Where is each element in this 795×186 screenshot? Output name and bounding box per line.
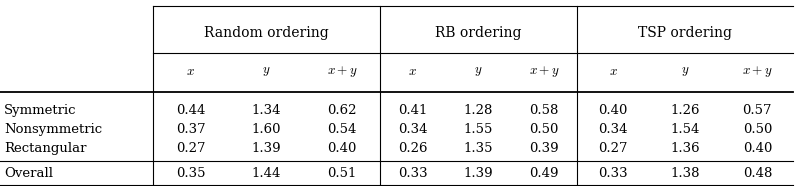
- Text: 1.55: 1.55: [464, 123, 493, 136]
- Text: 1.28: 1.28: [464, 104, 493, 117]
- Text: 1.38: 1.38: [670, 167, 700, 180]
- Text: 0.41: 0.41: [398, 104, 428, 117]
- Text: $x$: $x$: [609, 65, 618, 78]
- Text: Overall: Overall: [4, 167, 53, 180]
- Text: Symmetric: Symmetric: [4, 104, 76, 117]
- Text: 0.27: 0.27: [176, 142, 205, 155]
- Text: 1.34: 1.34: [251, 104, 281, 117]
- Text: 0.44: 0.44: [176, 104, 205, 117]
- Text: 1.35: 1.35: [463, 142, 494, 155]
- Text: 0.35: 0.35: [176, 167, 205, 180]
- Text: 0.62: 0.62: [328, 104, 357, 117]
- Text: 0.54: 0.54: [328, 123, 357, 136]
- Text: 1.60: 1.60: [251, 123, 281, 136]
- Text: 1.26: 1.26: [670, 104, 700, 117]
- Text: $x+y$: $x+y$: [327, 64, 358, 79]
- Text: Random ordering: Random ordering: [204, 25, 328, 40]
- Text: 0.58: 0.58: [529, 104, 559, 117]
- Text: TSP ordering: TSP ordering: [638, 25, 732, 40]
- Text: 1.39: 1.39: [251, 142, 281, 155]
- Text: 0.37: 0.37: [176, 123, 205, 136]
- Text: 0.50: 0.50: [529, 123, 559, 136]
- Text: $y$: $y$: [475, 65, 483, 78]
- Text: $x+y$: $x+y$: [529, 64, 560, 79]
- Text: $y$: $y$: [681, 65, 689, 78]
- Text: Rectangular: Rectangular: [4, 142, 87, 155]
- Text: $y$: $y$: [262, 65, 270, 78]
- Text: $x+y$: $x+y$: [742, 64, 773, 79]
- Text: Nonsymmetric: Nonsymmetric: [4, 123, 102, 136]
- Text: 0.40: 0.40: [328, 142, 357, 155]
- Text: 0.34: 0.34: [599, 123, 628, 136]
- Text: 0.33: 0.33: [599, 167, 628, 180]
- Text: 1.36: 1.36: [670, 142, 700, 155]
- Text: 0.49: 0.49: [529, 167, 559, 180]
- Text: 0.48: 0.48: [743, 167, 772, 180]
- Text: $x$: $x$: [409, 65, 417, 78]
- Text: 0.34: 0.34: [398, 123, 428, 136]
- Text: 0.51: 0.51: [328, 167, 357, 180]
- Text: 1.39: 1.39: [463, 167, 494, 180]
- Text: 0.27: 0.27: [599, 142, 628, 155]
- Text: 0.50: 0.50: [743, 123, 772, 136]
- Text: $x$: $x$: [186, 65, 195, 78]
- Text: 0.26: 0.26: [398, 142, 428, 155]
- Text: 1.44: 1.44: [252, 167, 281, 180]
- Text: 0.57: 0.57: [743, 104, 772, 117]
- Text: 1.54: 1.54: [671, 123, 700, 136]
- Text: RB ordering: RB ordering: [436, 25, 522, 40]
- Text: 0.40: 0.40: [743, 142, 772, 155]
- Text: 0.33: 0.33: [398, 167, 428, 180]
- Text: 0.40: 0.40: [599, 104, 628, 117]
- Text: 0.39: 0.39: [529, 142, 559, 155]
